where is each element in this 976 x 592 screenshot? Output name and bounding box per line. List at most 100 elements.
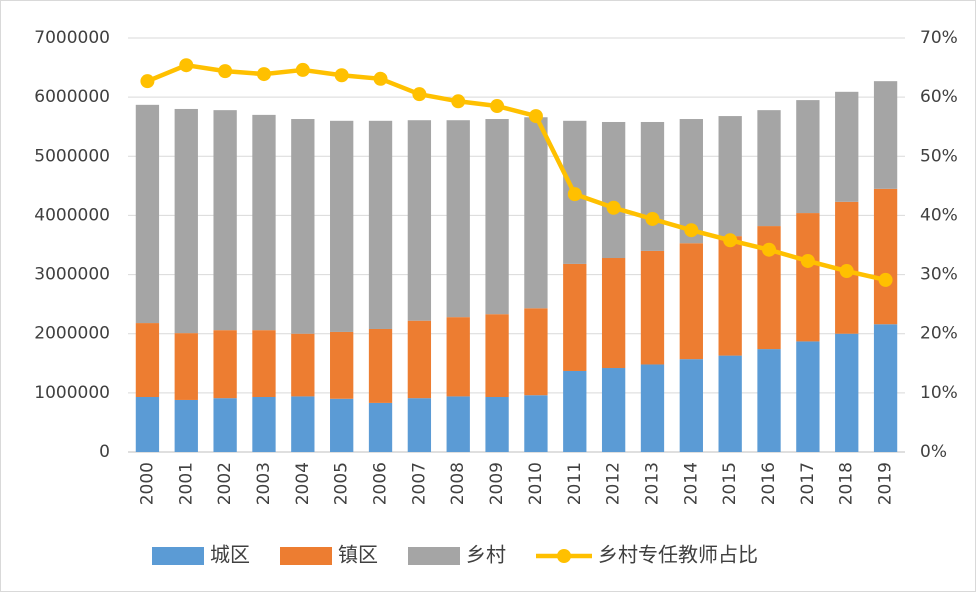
bar-segment xyxy=(640,364,665,452)
x-tick-label: 2016 xyxy=(759,462,779,505)
bar-segment xyxy=(252,330,276,397)
line-marker xyxy=(179,58,194,73)
bar-segment xyxy=(252,396,276,452)
y2-tick-label: 10% xyxy=(920,383,958,403)
y-tick-label: 6000000 xyxy=(34,87,110,107)
bar-segment xyxy=(368,120,393,329)
y2-tick-label: 50% xyxy=(920,146,958,166)
bar-segment xyxy=(174,108,198,334)
line-marker xyxy=(606,200,621,215)
bar-segment xyxy=(252,114,276,331)
bar-segment xyxy=(796,341,820,452)
y2-tick-label: 70% xyxy=(920,28,958,48)
bar-segment xyxy=(368,328,393,403)
x-tick-label: 2009 xyxy=(487,462,507,505)
y-tick-label: 1000000 xyxy=(34,383,110,403)
bar-segment xyxy=(485,396,509,452)
legend-marker xyxy=(557,549,571,563)
bar-segment xyxy=(873,188,898,325)
bar-segment xyxy=(873,81,898,189)
line-marker xyxy=(684,223,699,238)
bar-segment xyxy=(330,398,354,452)
x-tick-label: 2002 xyxy=(215,462,235,505)
bar-segment xyxy=(563,263,587,371)
line-marker xyxy=(567,187,582,202)
y2-tick-label: 0% xyxy=(920,442,947,462)
bar-segment xyxy=(407,320,432,399)
y2-tick-label: 40% xyxy=(920,205,958,225)
bar-segment xyxy=(757,349,781,452)
legend-label: 乡村 xyxy=(466,543,506,567)
bar-segment xyxy=(524,395,548,452)
legend-swatch xyxy=(152,547,204,565)
line-marker xyxy=(412,87,427,102)
bar-segment xyxy=(330,331,354,399)
bar-segment xyxy=(330,120,354,332)
x-tick-label: 2010 xyxy=(526,462,546,505)
bar-segment xyxy=(368,402,393,452)
line-marker xyxy=(218,64,233,79)
bar-segment xyxy=(718,355,742,452)
bar-segment xyxy=(135,396,160,452)
line-marker xyxy=(645,211,660,226)
bar-segment xyxy=(835,91,859,202)
bar-segment xyxy=(213,110,237,331)
x-tick-label: 2003 xyxy=(254,462,274,505)
bar-segment xyxy=(524,308,548,396)
x-tick-label: 2019 xyxy=(876,462,896,505)
bar-segment xyxy=(174,399,198,452)
y-tick-label: 0 xyxy=(99,442,110,462)
x-tick-label: 2014 xyxy=(681,462,701,505)
x-tick-label: 2015 xyxy=(720,462,740,505)
line-marker xyxy=(723,233,738,248)
bar-segment xyxy=(718,236,742,356)
y-tick-label: 5000000 xyxy=(34,146,110,166)
bar-segment xyxy=(796,100,820,214)
y-tick-label: 4000000 xyxy=(34,205,110,225)
legend-label: 镇区 xyxy=(338,543,378,567)
bar-segment xyxy=(213,330,237,399)
x-tick-label: 2011 xyxy=(565,462,585,505)
x-tick-label: 2004 xyxy=(293,462,313,505)
bar-segment xyxy=(213,398,237,452)
bar-segment xyxy=(135,104,160,324)
bar-segment xyxy=(291,333,315,397)
line-marker xyxy=(528,109,543,124)
line-marker xyxy=(256,67,271,82)
x-tick-label: 2018 xyxy=(837,462,857,505)
y-tick-label: 3000000 xyxy=(34,265,110,285)
x-tick-label: 2005 xyxy=(332,462,352,505)
bar-segment xyxy=(407,398,432,452)
bar-segment xyxy=(291,396,315,452)
line-marker xyxy=(490,99,505,114)
y2-tick-label: 20% xyxy=(920,324,958,344)
bar-segment xyxy=(485,314,509,397)
bar-segment xyxy=(563,370,587,452)
bar-segment xyxy=(679,359,703,452)
line-marker xyxy=(140,74,155,89)
bar-segment xyxy=(679,243,703,360)
bar-segment xyxy=(485,119,509,315)
x-tick-label: 2013 xyxy=(642,462,662,505)
bar-segment xyxy=(640,121,665,251)
legend-swatch xyxy=(408,547,460,565)
y-tick-label: 2000000 xyxy=(34,324,110,344)
bar-segment xyxy=(757,110,781,227)
x-tick-label: 2008 xyxy=(448,462,468,505)
x-tick-label: 2012 xyxy=(604,462,624,505)
line-marker xyxy=(373,71,388,86)
legend-swatch xyxy=(280,547,332,565)
x-tick-label: 2017 xyxy=(798,462,818,505)
bar-segment xyxy=(640,250,665,365)
x-tick-label: 2000 xyxy=(137,462,157,505)
bar-segment xyxy=(407,120,432,321)
legend-label: 乡村专任教师占比 xyxy=(598,543,758,567)
y2-tick-label: 30% xyxy=(920,265,958,285)
bar-segment xyxy=(718,116,742,237)
bar-segment xyxy=(835,333,859,452)
line-marker xyxy=(334,68,349,83)
bar-segment xyxy=(679,119,703,244)
y-tick-label: 7000000 xyxy=(34,28,110,48)
bar-segment xyxy=(135,323,160,397)
